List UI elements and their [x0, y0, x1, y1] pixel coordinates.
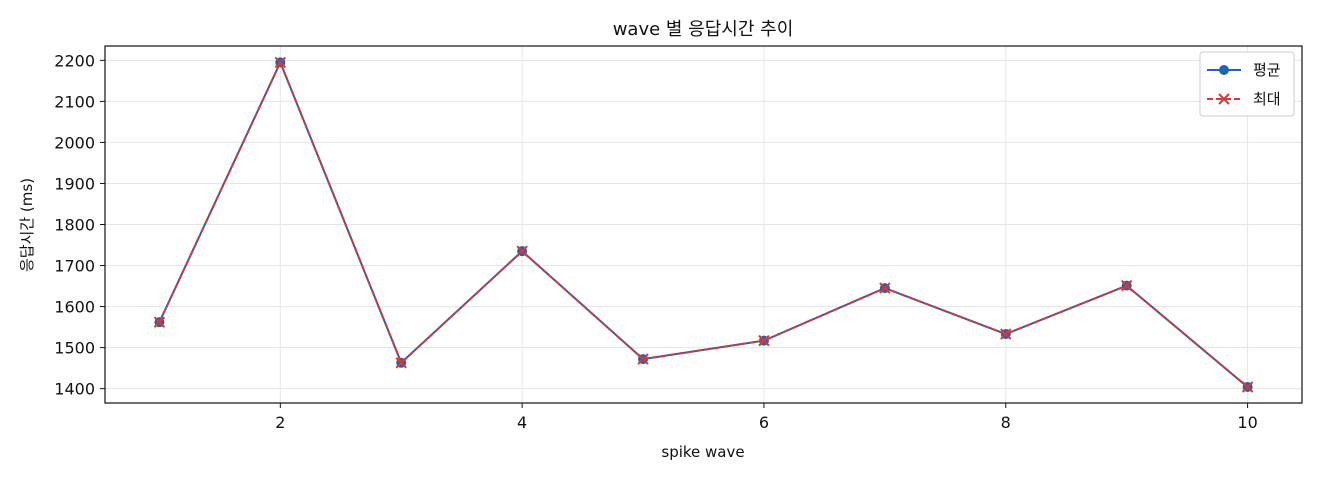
y-tick-label: 1500 — [54, 339, 95, 358]
series-1-point — [1241, 381, 1254, 393]
series-line-0 — [158, 61, 1249, 388]
y-axis-label: 응답시간 (ms) — [18, 178, 36, 272]
legend-label-1: 최대 — [1253, 90, 1281, 108]
legend-item-1: 최대 — [1207, 90, 1281, 108]
x-tick-label: 10 — [1237, 413, 1257, 432]
legend: 평균 최대 — [1199, 51, 1295, 117]
y-tick-label: 1700 — [54, 257, 95, 276]
y-tick-label: 2000 — [54, 133, 95, 152]
y-tick-label: 1900 — [54, 174, 95, 193]
x-axis-ticks: 2 4 6 8 10 — [275, 403, 1258, 432]
legend-marker-1 — [1218, 93, 1230, 105]
y-axis-ticks: 1400 1500 1600 1700 1800 1900 2000 2100 2200 — [54, 51, 105, 399]
x-axis-label: spike wave — [661, 443, 744, 461]
series-1-point — [395, 357, 407, 369]
series-1-point — [637, 353, 649, 365]
series-1 — [153, 56, 1254, 393]
y-tick-label: 1800 — [54, 216, 95, 235]
y-tick-label: 1600 — [54, 298, 95, 317]
plot-area — [104, 45, 1303, 404]
chart-title: wave 별 응답시간 추이 — [613, 19, 794, 40]
x-tick-label: 6 — [759, 413, 769, 432]
series-1-point — [1120, 279, 1133, 292]
y-tick-label: 1400 — [54, 380, 95, 399]
y-gridlines — [105, 59, 1302, 390]
x-tick-label: 8 — [1001, 413, 1011, 432]
series-1-point — [1000, 328, 1012, 340]
legend-marker-0 — [1219, 65, 1229, 75]
y-tick-label: 2200 — [54, 51, 95, 70]
y-tick-label: 2100 — [54, 92, 95, 111]
series-1-point — [879, 282, 891, 294]
series-1-point — [153, 316, 166, 328]
x-tick-label: 2 — [275, 413, 285, 432]
series-1-point — [516, 245, 528, 257]
series-1-point — [758, 334, 770, 347]
legend-item-0: 평균 — [1207, 61, 1281, 79]
series-layer — [153, 56, 1254, 393]
x-tick-label: 4 — [517, 413, 527, 432]
legend-label-0: 평균 — [1253, 61, 1281, 79]
series-1-point — [274, 56, 287, 69]
